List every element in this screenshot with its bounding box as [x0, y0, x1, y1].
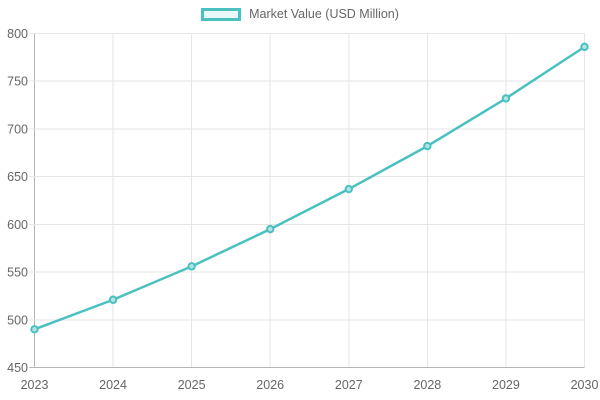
y-tick-label: 500 — [7, 313, 28, 327]
y-tick-label: 550 — [7, 266, 28, 280]
x-tick-label: 2030 — [571, 378, 599, 392]
data-point[interactable] — [187, 262, 196, 271]
legend-swatch-icon — [201, 7, 242, 21]
x-tick-label: 2028 — [413, 378, 441, 392]
data-point[interactable] — [30, 325, 39, 334]
y-tick-label: 750 — [7, 75, 28, 89]
data-point[interactable] — [580, 42, 589, 52]
y-tick-label: 700 — [7, 122, 28, 136]
data-point[interactable] — [108, 295, 118, 304]
series-line — [33, 45, 586, 331]
x-tick-label: 2023 — [21, 378, 49, 392]
x-tick-label: 2029 — [492, 378, 520, 392]
y-tick-label: 600 — [7, 218, 28, 232]
data-point[interactable] — [423, 141, 432, 151]
x-tick-label: 2026 — [256, 378, 284, 392]
x-tick-label: 2024 — [99, 378, 127, 392]
data-point[interactable] — [266, 224, 275, 234]
data-point[interactable] — [344, 184, 353, 194]
y-tick-label: 800 — [7, 27, 28, 41]
chart-legend-item[interactable]: Market Value (USD Million) — [0, 7, 600, 21]
y-tick-label: 450 — [7, 361, 28, 375]
x-tick-label: 2025 — [178, 378, 206, 392]
legend-label: Market Value (USD Million) — [249, 7, 399, 21]
x-tick-label: 2027 — [335, 378, 363, 392]
data-point[interactable] — [501, 94, 511, 103]
y-tick-label: 650 — [7, 170, 28, 184]
